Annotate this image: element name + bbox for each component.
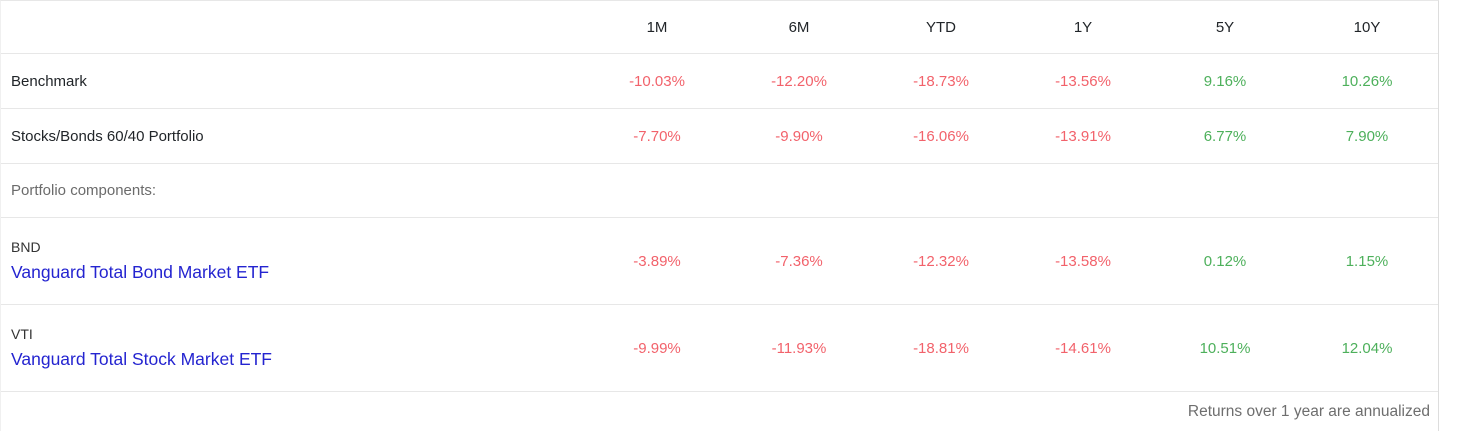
- table-row-benchmark: Benchmark -10.03% -12.20% -18.73% -13.56…: [1, 54, 1438, 109]
- table-row-bnd: BND Vanguard Total Bond Market ETF -3.89…: [1, 218, 1438, 305]
- column-header-1m: 1M: [646, 18, 668, 36]
- return-value: 0.12%: [1203, 252, 1247, 270]
- section-label: Portfolio components:: [11, 182, 157, 199]
- return-value: -7.36%: [775, 252, 823, 270]
- return-value: -9.99%: [633, 339, 681, 357]
- column-header-5y: 5Y: [1215, 18, 1235, 36]
- table-row-portfolio: Stocks/Bonds 60/40 Portfolio -7.70% -9.9…: [1, 109, 1438, 164]
- return-value: 10.51%: [1199, 339, 1251, 357]
- row-label: Benchmark: [11, 72, 87, 90]
- return-value: -18.81%: [913, 339, 969, 357]
- ticker-label: BND: [11, 239, 41, 255]
- return-value: -13.91%: [1055, 127, 1111, 145]
- row-label: Stocks/Bonds 60/40 Portfolio: [11, 127, 204, 145]
- column-header-6m: 6M: [788, 18, 810, 36]
- ticker-label: VTI: [11, 326, 33, 342]
- return-value: -7.70%: [633, 127, 681, 145]
- table-row-vti: VTI Vanguard Total Stock Market ETF -9.9…: [1, 305, 1438, 392]
- return-value: 9.16%: [1203, 72, 1247, 90]
- component-name-cell: BND Vanguard Total Bond Market ETF: [1, 239, 586, 283]
- return-value: -14.61%: [1055, 339, 1111, 357]
- return-value: -18.73%: [913, 72, 969, 90]
- etf-link-vti[interactable]: Vanguard Total Stock Market ETF: [11, 349, 272, 369]
- return-value: -16.06%: [913, 127, 969, 145]
- return-value: -13.56%: [1055, 72, 1111, 90]
- etf-link-bnd[interactable]: Vanguard Total Bond Market ETF: [11, 262, 270, 282]
- component-name-cell: VTI Vanguard Total Stock Market ETF: [1, 326, 586, 370]
- return-value: -10.03%: [629, 72, 685, 90]
- footer-row: Returns over 1 year are annualized: [1, 392, 1438, 431]
- return-value: 12.04%: [1341, 339, 1393, 357]
- return-value: 6.77%: [1203, 127, 1247, 145]
- footer-note: Returns over 1 year are annualized: [1187, 402, 1430, 420]
- return-value: -13.58%: [1055, 252, 1111, 270]
- column-header-1y: 1Y: [1073, 18, 1093, 36]
- column-header-ytd: YTD: [926, 18, 956, 36]
- column-header-10y: 10Y: [1353, 18, 1381, 36]
- return-value: -3.89%: [633, 252, 681, 270]
- return-value: 7.90%: [1345, 127, 1389, 145]
- return-value: -11.93%: [771, 339, 827, 357]
- header-row: 1M 6M YTD 1Y 5Y 10Y: [1, 1, 1438, 54]
- return-value: -9.90%: [775, 127, 823, 145]
- return-value: -12.20%: [771, 72, 827, 90]
- return-value: -12.32%: [913, 252, 969, 270]
- return-value: 1.15%: [1345, 252, 1389, 270]
- section-row: Portfolio components:: [1, 164, 1438, 218]
- return-value: 10.26%: [1341, 72, 1393, 90]
